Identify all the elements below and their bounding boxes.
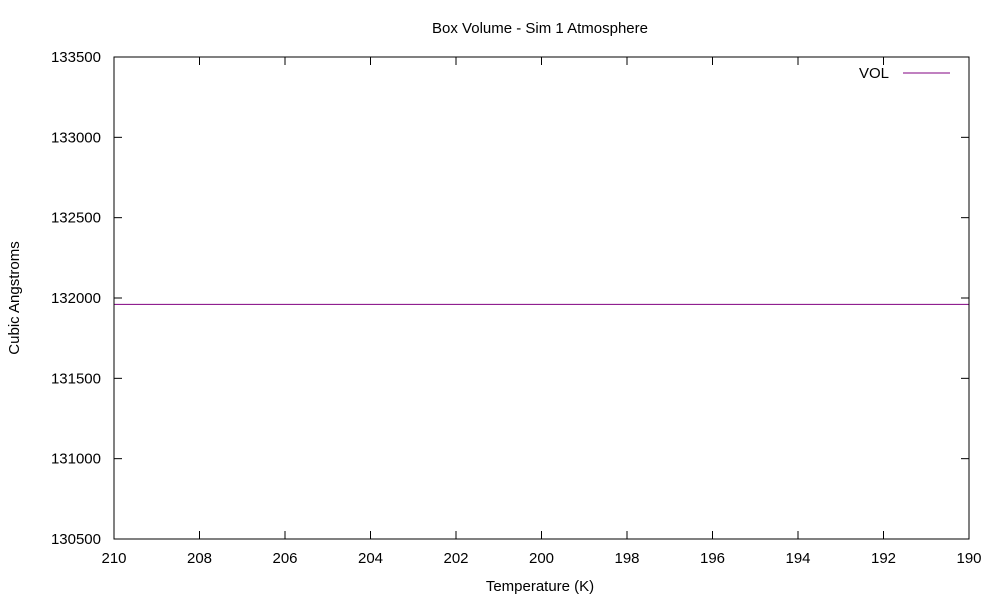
y-axis-label: Cubic Angstroms [6,241,23,354]
axis-ticks [113,56,970,540]
y-tick-label: 131500 [51,370,101,387]
y-tick-label: 133500 [51,49,101,66]
x-tick-label: 202 [443,550,468,567]
x-tick-label: 196 [700,550,725,567]
tick-labels: 210 208 206 204 202 200 198 196 194 192 190 130500 1… [51,49,982,567]
y-tick-label: 133000 [51,129,101,146]
x-tick-label: 190 [956,550,981,567]
legend-label-vol: VOL [859,65,889,82]
x-tick-label: 204 [358,550,383,567]
x-tick-label: 210 [101,550,126,567]
y-tick-label: 130500 [51,531,101,548]
plot-frame [113,56,970,540]
chart-title: Box Volume - Sim 1 Atmosphere [432,20,648,37]
x-tick-label: 206 [272,550,297,567]
y-tick-label: 132000 [51,290,101,307]
x-tick-label: 208 [187,550,212,567]
x-axis-label: Temperature (K) [486,578,594,595]
x-tick-label: 198 [614,550,639,567]
x-tick-label: 192 [871,550,896,567]
x-tick-label: 194 [785,550,810,567]
legend: VOL [859,65,950,82]
y-tick-label: 131000 [51,451,101,468]
x-tick-label: 200 [529,550,554,567]
y-tick-label: 132500 [51,210,101,227]
